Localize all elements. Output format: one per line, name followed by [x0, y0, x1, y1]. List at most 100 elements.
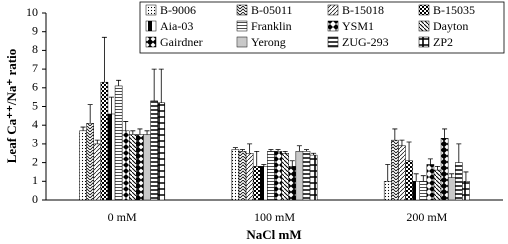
- bar: [100, 81, 109, 201]
- legend-label: Franklin: [251, 19, 292, 33]
- legend-label: ZP2: [433, 35, 453, 49]
- legend-label: B-15018: [342, 3, 384, 17]
- error-bar: [268, 149, 274, 152]
- error-bar: [420, 175, 426, 182]
- legend-swatch: [145, 4, 157, 16]
- error-bar: [130, 130, 136, 135]
- legend-swatch: [418, 20, 430, 32]
- y-tick-label: 0: [32, 192, 38, 206]
- error-bar: [109, 96, 115, 114]
- error-bar: [399, 139, 405, 146]
- bar: [129, 134, 137, 201]
- bar: [419, 181, 428, 201]
- bar: [107, 113, 116, 201]
- bar: [440, 138, 449, 201]
- y-tick-label: 1: [32, 173, 38, 187]
- bar: [447, 177, 456, 201]
- bar: [426, 164, 435, 201]
- error-bar: [80, 126, 86, 131]
- bar: [383, 181, 392, 201]
- y-tick-label: 8: [32, 42, 38, 56]
- x-axis-title: NaCl mM: [246, 227, 301, 242]
- bar: [121, 130, 130, 201]
- error-bar: [289, 160, 295, 167]
- bar: [267, 151, 275, 201]
- error-bar: [144, 130, 150, 135]
- bar: [433, 169, 442, 201]
- legend-swatch: [145, 36, 157, 48]
- bar: [462, 181, 470, 201]
- y-tick-label: 4: [32, 117, 38, 131]
- y-axis-title: Leaf Ca⁺⁺/Na⁺ ratio: [4, 49, 19, 163]
- error-bar: [275, 149, 281, 152]
- bar: [281, 153, 289, 201]
- error-bar: [434, 165, 440, 171]
- legend-swatch: [327, 4, 339, 16]
- error-bar: [254, 150, 260, 167]
- legend-swatch: [145, 20, 157, 32]
- error-bar: [406, 141, 412, 161]
- error-bar: [442, 128, 448, 139]
- legend-label: Gairdner: [160, 35, 203, 49]
- error-bar: [87, 104, 93, 124]
- bar: [295, 151, 304, 201]
- legend-swatch: [236, 4, 248, 16]
- error-bar: [392, 128, 398, 141]
- error-bar: [449, 173, 455, 178]
- y-tick-label: 10: [26, 5, 38, 19]
- error-bar: [247, 143, 253, 154]
- bar: [274, 151, 282, 201]
- bar: [231, 149, 240, 201]
- legend-box: [139, 1, 505, 54]
- error-bar: [413, 173, 419, 182]
- bar: [260, 166, 268, 201]
- bar: [309, 154, 318, 201]
- error-bar: [240, 149, 246, 152]
- error-bar: [463, 171, 469, 182]
- x-tick-label: 100 mM: [254, 210, 295, 224]
- error-bar: [123, 121, 129, 131]
- bar: [114, 85, 123, 201]
- legend-swatch: [327, 36, 339, 48]
- legend-label: B-05011: [251, 3, 293, 17]
- legend-swatch: [236, 20, 248, 32]
- legend-label: ZUG-293: [342, 35, 389, 49]
- y-tick-label: 5: [32, 98, 38, 112]
- error-bar: [303, 149, 309, 152]
- bar: [288, 166, 297, 201]
- x-tick-label: 0 mM: [108, 210, 137, 224]
- legend-label: Dayton: [433, 19, 468, 33]
- bar: [150, 100, 158, 201]
- bar: [398, 145, 406, 201]
- error-bar: [261, 164, 267, 167]
- error-bar: [232, 147, 238, 150]
- error-bar: [296, 145, 302, 152]
- error-bar: [116, 79, 122, 86]
- legend-swatch: [418, 36, 430, 48]
- bar: [412, 181, 420, 201]
- bar: [143, 134, 151, 201]
- bar: [157, 102, 166, 201]
- error-bar: [282, 150, 288, 154]
- bar: [238, 151, 247, 201]
- y-tick-label: 6: [32, 80, 38, 94]
- bar: [252, 166, 261, 201]
- legend-label: Yerong: [251, 35, 286, 49]
- legend-swatch: [327, 20, 339, 32]
- legend-label: B-9006: [160, 3, 196, 17]
- error-bar: [385, 164, 391, 182]
- error-bar: [94, 139, 100, 144]
- y-tick-label: 3: [32, 136, 38, 150]
- error-bar: [427, 158, 433, 165]
- y-tick-label: 7: [32, 61, 38, 75]
- y-tick-label: 9: [32, 23, 38, 37]
- bar: [86, 123, 94, 201]
- error-bar: [456, 143, 462, 163]
- bar: [455, 162, 463, 201]
- legend-swatch: [236, 36, 248, 48]
- error-bar: [151, 68, 157, 101]
- legend-label: B-15035: [433, 3, 475, 17]
- legend-label: Aia-03: [160, 19, 193, 33]
- bar: [136, 134, 144, 201]
